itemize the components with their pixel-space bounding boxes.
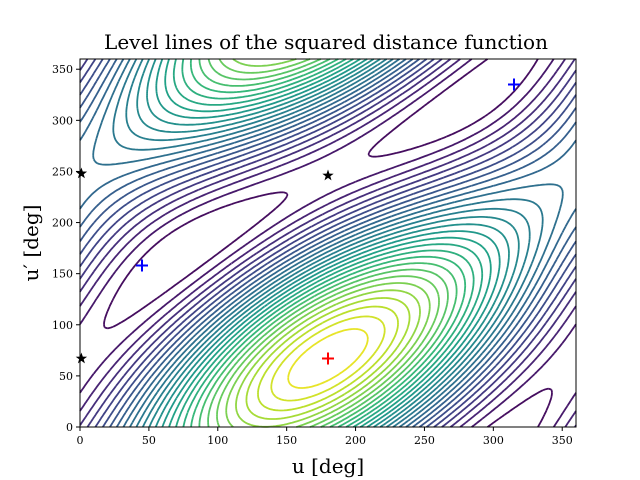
- y-axis-label: u′ [deg]: [19, 205, 43, 282]
- x-tick-label: 350: [552, 434, 573, 447]
- star-marker: [75, 167, 88, 179]
- plus-marker: [508, 78, 520, 91]
- y-tick-label: 250: [52, 165, 73, 178]
- x-tick-label: 200: [345, 434, 366, 447]
- plot-frame: [79, 58, 577, 428]
- star-marker: [75, 352, 88, 364]
- x-tick-label: 250: [414, 434, 435, 447]
- chart-title: Level lines of the squared distance func…: [104, 30, 548, 54]
- x-tick-label: 50: [142, 434, 156, 447]
- star-marker: [322, 169, 334, 181]
- contour-lines: [79, 58, 577, 428]
- y-tick-label: 200: [52, 217, 73, 230]
- x-tick-label: 0: [77, 434, 84, 447]
- markers: [75, 78, 520, 365]
- axis-ticks: 0 50 100 150 200 250 300 350 0 50 100 150 200 250 300 3…: [52, 63, 573, 447]
- y-tick-label: 100: [52, 319, 73, 332]
- plus-marker: [136, 259, 148, 272]
- y-tick-label: 0: [66, 421, 73, 434]
- x-tick-label: 100: [207, 434, 228, 447]
- x-axis-label: u [deg]: [292, 454, 364, 478]
- y-tick-label: 50: [59, 370, 73, 383]
- x-tick-label: 300: [483, 434, 504, 447]
- y-tick-label: 350: [52, 63, 73, 76]
- y-tick-label: 150: [52, 268, 73, 281]
- y-tick-label: 300: [52, 114, 73, 127]
- x-tick-label: 150: [276, 434, 297, 447]
- plus-marker: [322, 352, 334, 365]
